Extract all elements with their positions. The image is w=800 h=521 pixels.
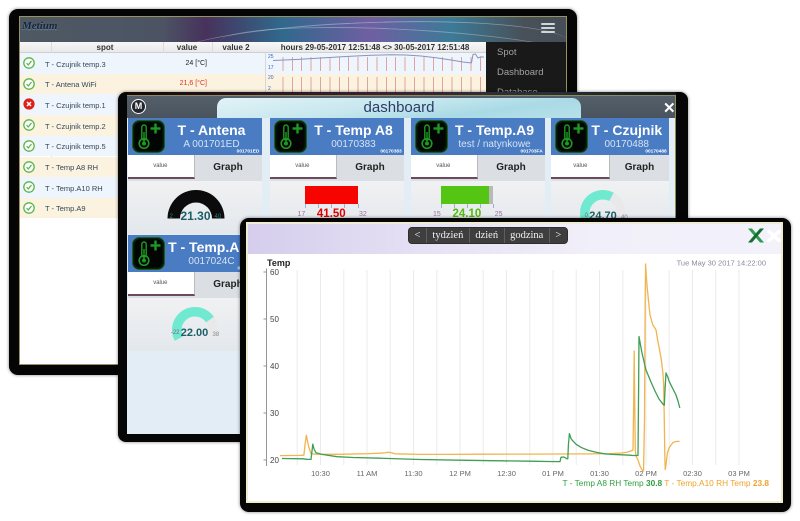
svg-text:01:30: 01:30 [590,469,609,478]
svg-text:02 PM: 02 PM [635,469,657,478]
svg-text:30: 30 [270,409,279,418]
svg-text:50: 50 [270,315,279,324]
svg-text:12:30: 12:30 [497,469,516,478]
svg-text:03 PM: 03 PM [728,469,750,478]
svg-text:02:30: 02:30 [683,469,702,478]
svg-text:10:30: 10:30 [311,469,330,478]
svg-text:01 PM: 01 PM [542,469,564,478]
svg-text:11:30: 11:30 [404,469,422,478]
svg-text:Tue May 30 2017 14:22:00: Tue May 30 2017 14:22:00 [677,259,766,268]
svg-text:11 AM: 11 AM [357,469,378,478]
svg-text:20: 20 [270,456,279,465]
svg-text:60: 60 [270,268,279,277]
svg-text:Temp: Temp [267,258,291,268]
svg-text:12 PM: 12 PM [449,469,471,478]
svg-text:40: 40 [270,362,279,371]
